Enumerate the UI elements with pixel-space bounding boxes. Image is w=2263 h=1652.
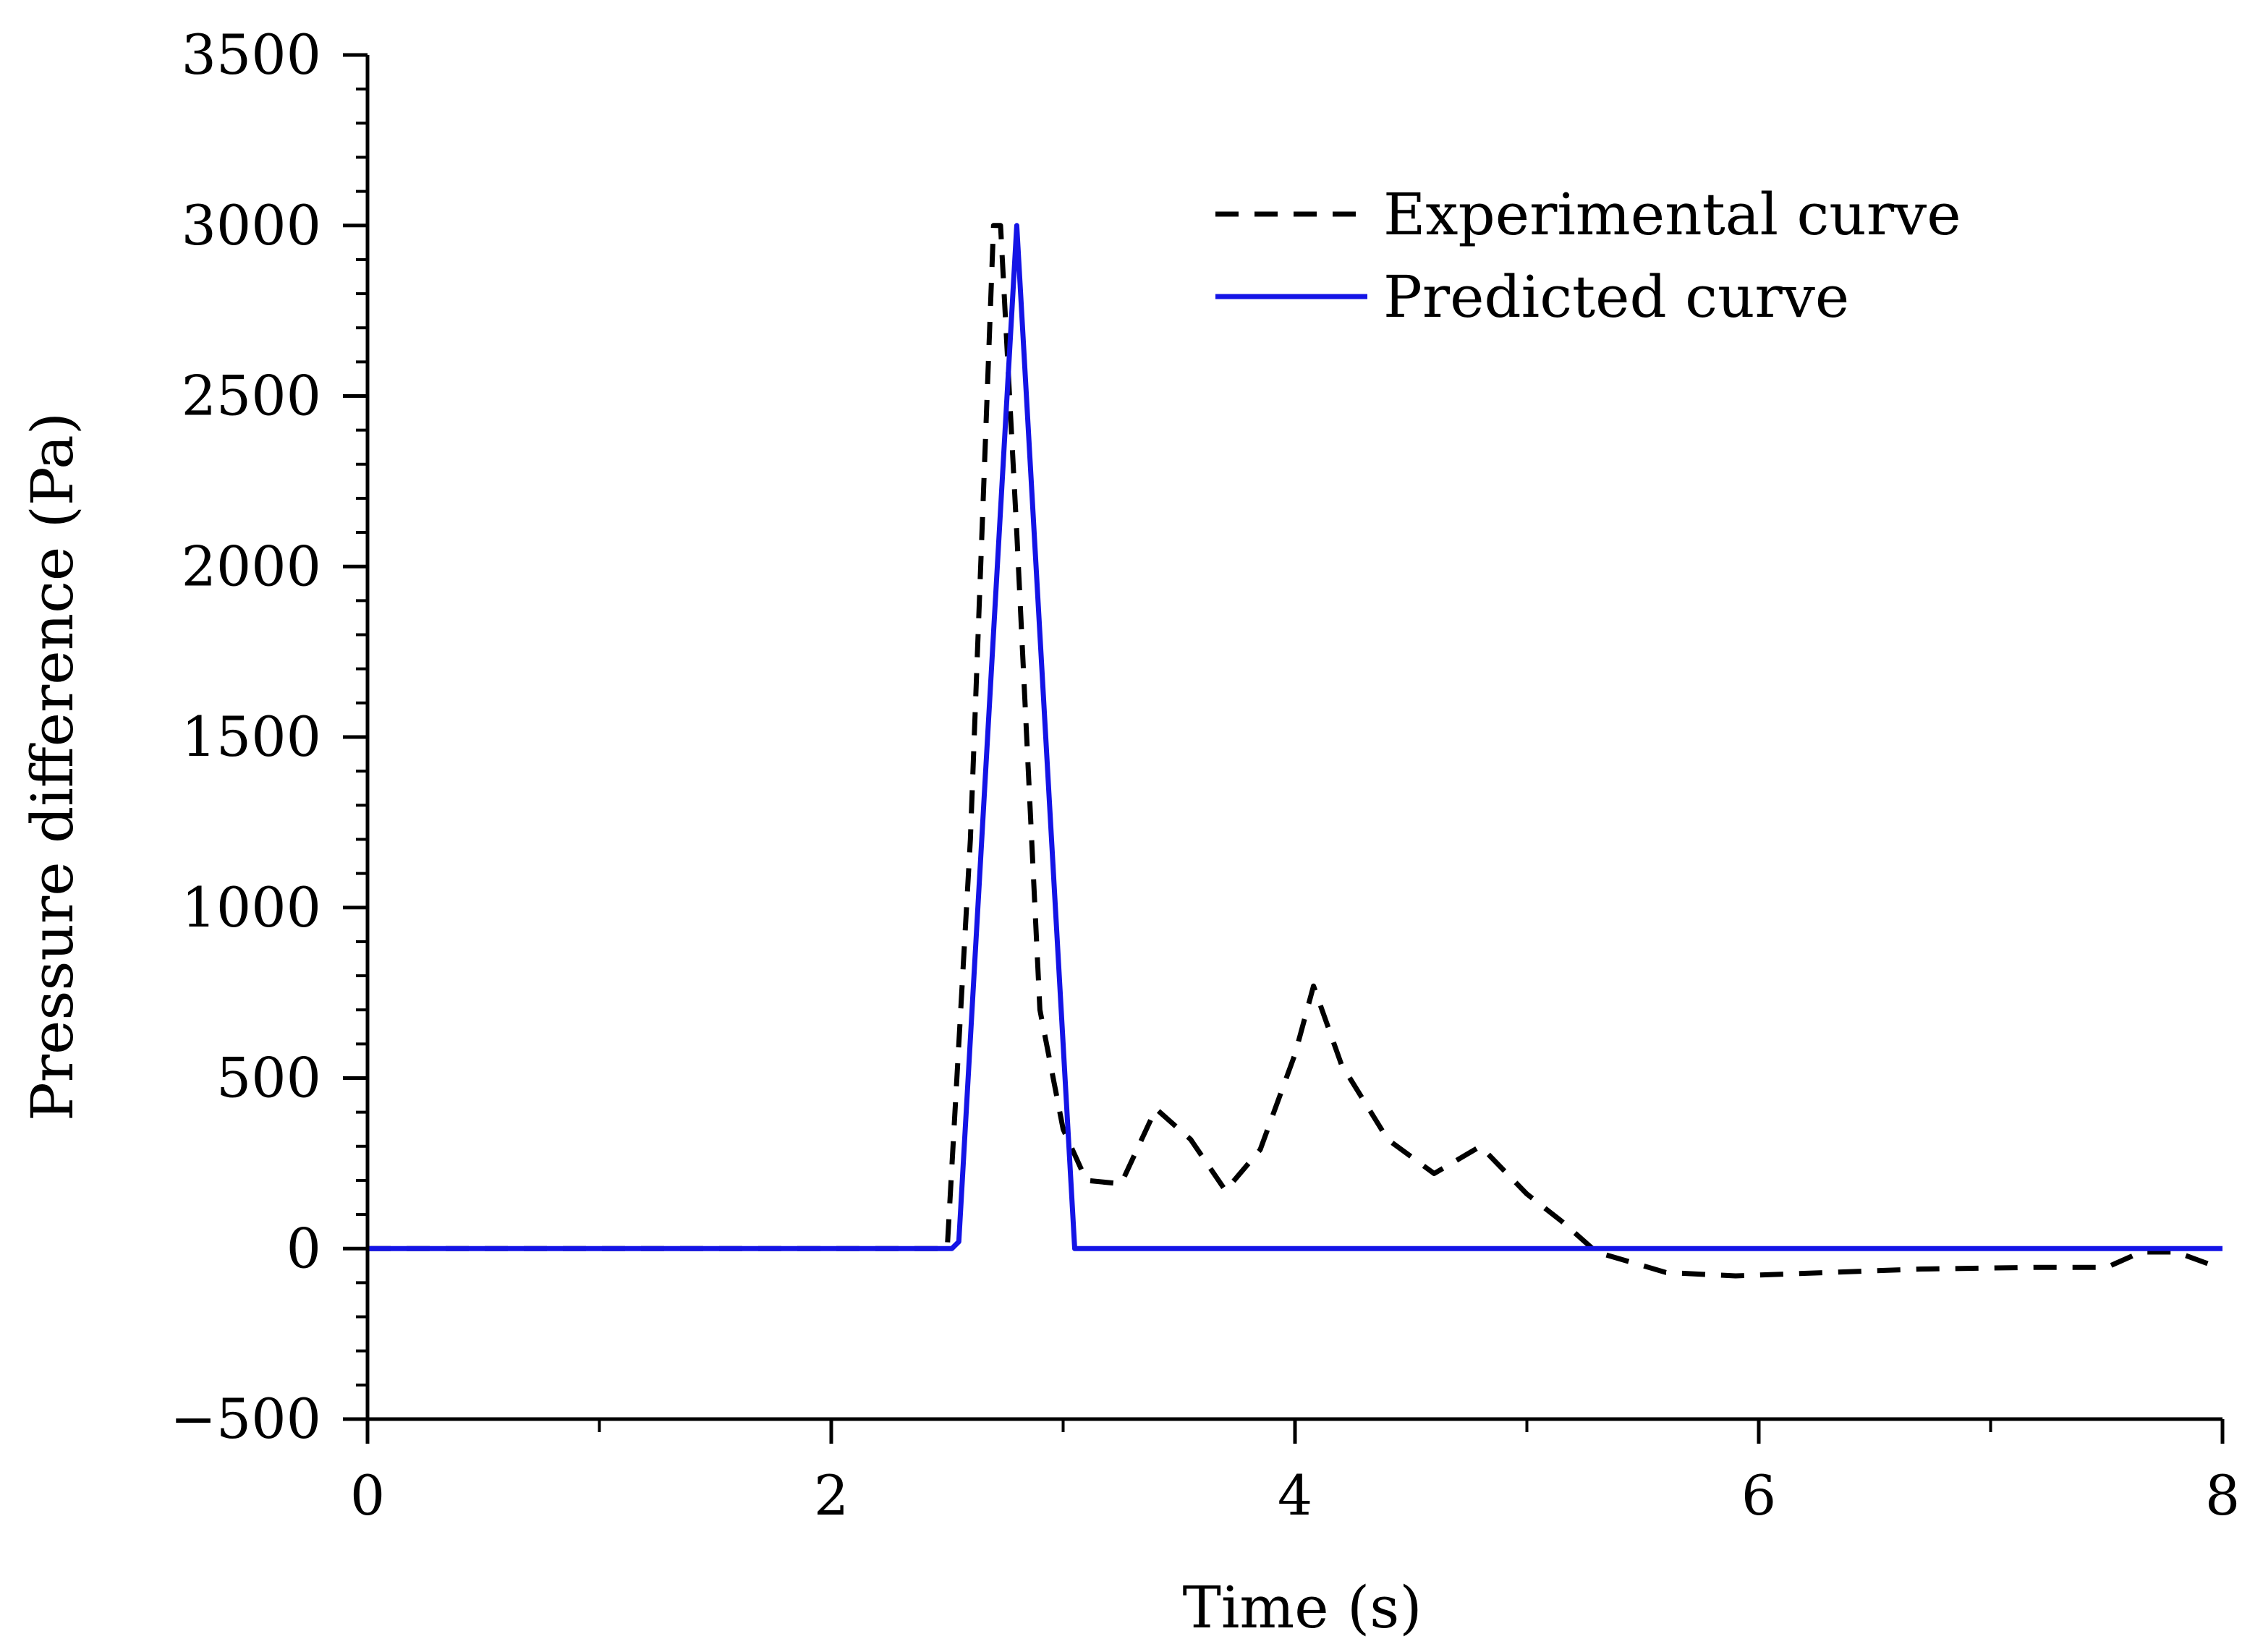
y-tick-label: 500 bbox=[216, 1046, 321, 1110]
x-axis-title: Time (s) bbox=[1182, 1574, 1422, 1641]
series-layer bbox=[368, 223, 2224, 1279]
y-tick-label: 1500 bbox=[182, 704, 321, 769]
y-tick-label: 0 bbox=[286, 1216, 321, 1280]
x-tick-label: 4 bbox=[1278, 1463, 1312, 1528]
y-ticks: −500 0 500 1000 1500 2000 2500 3000 3500 bbox=[170, 22, 368, 1451]
y-tick-label: −500 bbox=[170, 1387, 321, 1451]
y-tick-label: 3000 bbox=[182, 193, 321, 257]
x-tick-label: 0 bbox=[350, 1463, 385, 1528]
y-tick-label: 3500 bbox=[182, 22, 321, 87]
x-ticks: 0 2 4 6 8 bbox=[350, 1419, 2240, 1528]
y-axis-title: Pressure difference (Pa) bbox=[19, 412, 86, 1121]
plot-area: −500 0 500 1000 1500 2000 2500 3000 3500 0 2 4 6 8 bbox=[170, 22, 2240, 1528]
y-tick-label: 2500 bbox=[182, 364, 321, 428]
x-tick-label: 6 bbox=[1741, 1463, 1776, 1528]
y-tick-label: 1000 bbox=[182, 875, 321, 940]
series-predicted-line bbox=[368, 223, 2222, 1251]
legend: Experimental curve Predicted curve bbox=[1215, 181, 1961, 331]
x-tick-label: 2 bbox=[814, 1463, 849, 1528]
legend-label-experimental: Experimental curve bbox=[1383, 181, 1961, 248]
x-tick-label: 8 bbox=[2205, 1463, 2240, 1528]
legend-label-predicted: Predicted curve bbox=[1383, 263, 1849, 331]
y-tick-label: 2000 bbox=[182, 534, 321, 598]
series-experimental-line bbox=[368, 223, 2224, 1279]
